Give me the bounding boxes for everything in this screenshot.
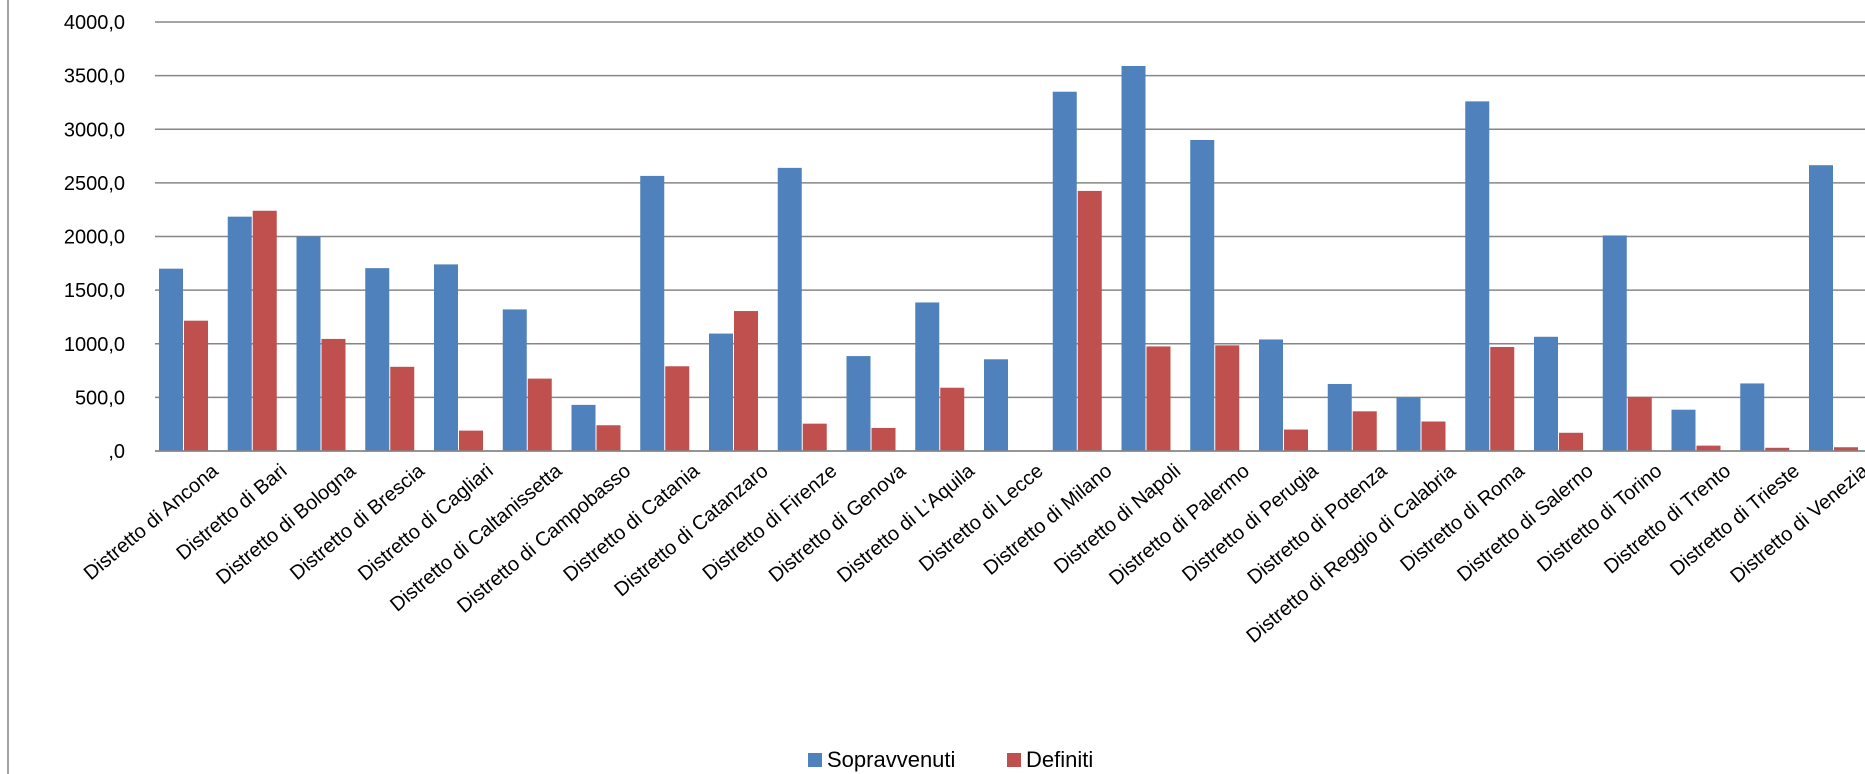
bar-definiti xyxy=(1077,190,1102,451)
y-tick-label: 1500,0 xyxy=(64,280,125,302)
bar-sopravvenuti xyxy=(777,167,802,452)
bar-definiti xyxy=(321,338,346,451)
bar-sopravvenuti xyxy=(502,309,527,451)
bar-sopravvenuti xyxy=(227,216,252,451)
bars xyxy=(159,65,1858,452)
bar-definiti xyxy=(871,427,896,451)
bar-definiti xyxy=(1215,345,1240,451)
bar-sopravvenuti xyxy=(1121,65,1146,451)
legend-label-sopravvenuti: Sopravvenuti xyxy=(827,747,955,772)
legend-swatch-definiti xyxy=(1007,753,1021,767)
bar-sopravvenuti xyxy=(1465,101,1490,452)
bar-sopravvenuti xyxy=(709,333,733,451)
x-tick-label: Distretto di Milano xyxy=(980,460,1117,580)
bar-sopravvenuti xyxy=(1602,235,1627,451)
bar-sopravvenuti xyxy=(1259,339,1283,451)
bar-definiti xyxy=(734,311,758,451)
bar-sopravvenuti xyxy=(159,268,183,451)
bar-sopravvenuti xyxy=(1052,91,1077,452)
bar-definiti xyxy=(1834,447,1858,451)
y-tick-label: ,0 xyxy=(108,441,125,463)
x-tick-label: Distretto di Roma xyxy=(1396,459,1529,576)
legend-label-definiti: Definiti xyxy=(1026,747,1093,772)
y-tick-label: 2000,0 xyxy=(64,227,125,249)
legend: Sopravvenuti Definiti xyxy=(808,747,1093,772)
bar-definiti xyxy=(940,387,965,451)
bar-definiti xyxy=(1284,429,1308,451)
y-tick-label: 1000,0 xyxy=(64,334,125,356)
bar-definiti xyxy=(1696,445,1721,451)
bar-sopravvenuti xyxy=(984,359,1008,451)
bar-sopravvenuti xyxy=(915,302,940,451)
bar-definiti xyxy=(665,366,690,451)
bar-sopravvenuti xyxy=(1190,139,1215,451)
bar-definiti xyxy=(802,423,827,451)
bar-sopravvenuti xyxy=(640,175,665,451)
x-tick-label: Distretto di Trento xyxy=(1600,460,1735,578)
bar-definiti xyxy=(527,378,552,451)
legend-swatch-sopravvenuti xyxy=(808,753,822,767)
bar-definiti xyxy=(1146,346,1171,451)
bar-sopravvenuti xyxy=(296,236,321,451)
y-tick-label: 4000,0 xyxy=(64,12,125,34)
bar-definiti xyxy=(1352,411,1377,451)
bar-definiti xyxy=(1627,396,1652,451)
bar-sopravvenuti xyxy=(1740,383,1765,451)
bar-sopravvenuti xyxy=(1534,336,1558,451)
x-tick-label: Distretto di Napoli xyxy=(1050,460,1185,578)
bar-sopravvenuti xyxy=(1327,383,1352,451)
bar-definiti xyxy=(596,425,621,451)
bar-definiti xyxy=(1765,447,1790,451)
bar-definiti xyxy=(1559,432,1583,451)
bar-definiti xyxy=(184,320,208,451)
bar-sopravvenuti xyxy=(1396,397,1421,451)
bar-sopravvenuti xyxy=(846,356,871,451)
bar-definiti xyxy=(1421,421,1446,451)
bar-definiti xyxy=(252,210,277,451)
bar-definiti xyxy=(390,366,415,451)
bar-sopravvenuti xyxy=(1671,409,1696,451)
bar-sopravvenuti xyxy=(365,268,390,451)
y-axis: ,0 500,0 1000,0 1500,0 2000,0 2500,0 3000,0 350… xyxy=(64,12,125,463)
y-tick-label: 3500,0 xyxy=(64,66,125,88)
bar-sopravvenuti xyxy=(1809,165,1833,451)
bar-sopravvenuti xyxy=(434,264,458,451)
bar-sopravvenuti xyxy=(571,404,596,451)
bar-definiti xyxy=(1490,346,1515,451)
x-tick-label: Distretto di Lecce xyxy=(915,460,1048,576)
x-tick-label: Distretto di Torino xyxy=(1533,460,1666,577)
y-tick-label: 500,0 xyxy=(75,387,125,409)
y-tick-label: 3000,0 xyxy=(64,119,125,141)
bar-definiti xyxy=(459,430,483,451)
y-tick-label: 2500,0 xyxy=(64,173,125,195)
